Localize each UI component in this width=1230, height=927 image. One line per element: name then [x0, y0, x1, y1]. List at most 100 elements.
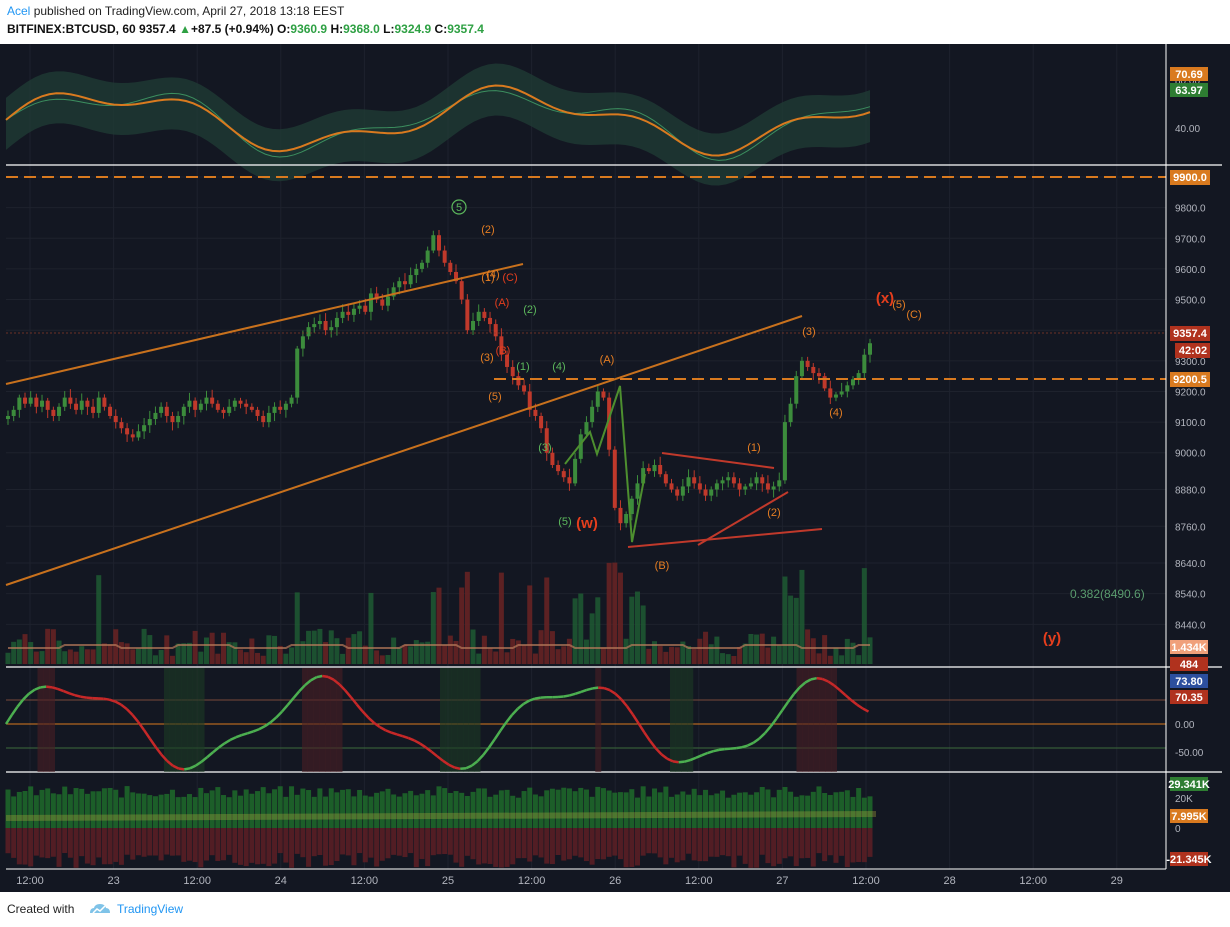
- osc-segment: [625, 705, 634, 716]
- triangle-lower-line[interactable]: [627, 528, 823, 548]
- candle-body: [249, 406, 254, 410]
- price-tick-label: 9800.0: [1175, 204, 1206, 215]
- hist-bar-positive: [198, 787, 204, 828]
- volume-bar: [107, 644, 113, 664]
- volume-bar: [323, 642, 329, 664]
- hist-bar-negative: [481, 828, 487, 864]
- hist-bar-positive: [362, 795, 368, 828]
- osc-segment: [206, 751, 214, 759]
- volume-bar: [663, 651, 669, 664]
- time-tick-label: 26: [609, 875, 621, 887]
- hist-bar-positive: [510, 795, 516, 828]
- hist-bar-negative: [793, 828, 799, 867]
- hist-bar-negative: [33, 828, 39, 856]
- candle-body: [578, 434, 583, 459]
- time-tick-label: 25: [442, 875, 454, 887]
- candle-body: [850, 379, 855, 386]
- candle-body: [748, 483, 753, 487]
- wave-zigzag[interactable]: [564, 385, 646, 543]
- candle-body: [539, 415, 544, 429]
- wave-label: (1): [747, 442, 760, 454]
- hist-bar-positive: [28, 786, 34, 828]
- volume-bar: [549, 631, 555, 664]
- candle-body: [68, 397, 73, 404]
- hist-bar-negative: [16, 828, 22, 865]
- hist-bar-positive: [629, 789, 635, 828]
- trendline-upper[interactable]: [5, 263, 524, 385]
- osc-shade: [474, 668, 481, 772]
- author-link[interactable]: Acel: [7, 4, 31, 18]
- candle-body: [45, 400, 50, 410]
- triangle-inner-line[interactable]: [697, 491, 789, 546]
- volume-bar: [771, 636, 777, 664]
- volume-bar: [203, 637, 209, 664]
- open-label: O:: [277, 22, 291, 36]
- candle-body: [289, 397, 294, 404]
- candle-body: [697, 483, 702, 490]
- wave-label-circle: [451, 199, 467, 215]
- osc-shade: [670, 668, 676, 772]
- candle-body: [465, 299, 470, 331]
- hist-bar-negative: [612, 828, 618, 856]
- hist-bar-negative: [101, 828, 107, 865]
- candle-body: [255, 409, 260, 416]
- hist-bar-negative: [771, 828, 777, 867]
- hist-bar-positive: [158, 794, 164, 828]
- hist-bar-positive: [113, 789, 119, 828]
- osc-segment: [528, 697, 536, 702]
- hist-bar-positive: [357, 789, 363, 828]
- volume-bar: [776, 645, 782, 664]
- volume-bar: [209, 632, 215, 664]
- osc-segment: [327, 675, 335, 681]
- hist-tick-label: 0: [1175, 824, 1181, 835]
- triangle-upper-line[interactable]: [661, 452, 775, 469]
- osc-segment: [218, 742, 226, 749]
- volume-bar: [822, 635, 828, 664]
- candle-body: [437, 235, 441, 251]
- candle-body: [147, 419, 152, 426]
- osc-shade: [192, 668, 199, 772]
- volume-bar: [277, 645, 283, 664]
- osc-segment: [184, 767, 191, 771]
- hist-bar-positive: [186, 794, 192, 828]
- candle-body: [198, 403, 203, 410]
- candle-body: [782, 422, 787, 481]
- osc-segment: [454, 766, 461, 771]
- osc-segment: [684, 758, 691, 763]
- volume-bar: [238, 649, 244, 664]
- volume-bar: [765, 647, 771, 664]
- oscillator-panel: [4, 668, 1166, 772]
- volume-bar: [606, 562, 612, 664]
- hist-bar-positive: [487, 796, 493, 828]
- osc-segment: [442, 759, 450, 766]
- trendline-lower[interactable]: [5, 315, 803, 586]
- time-tick-label: 12:00: [685, 875, 713, 887]
- hist-bar-negative: [521, 828, 527, 859]
- candle-body: [811, 366, 816, 374]
- hist-bar-negative: [67, 828, 73, 858]
- hist-bar-positive: [856, 788, 862, 828]
- volume-bar: [402, 644, 408, 664]
- candle-body: [556, 465, 561, 472]
- hist-bar-negative: [368, 828, 374, 858]
- axis-label-9900: 9900.0: [1170, 170, 1210, 185]
- candle-body: [646, 468, 651, 472]
- candle-body: [641, 468, 646, 484]
- price-tick-label: 8640.0: [1175, 559, 1206, 570]
- hist-bar-positive: [793, 796, 799, 828]
- hist-bar-negative: [447, 828, 453, 855]
- hist-bar-positive: [101, 788, 107, 828]
- price-tick-label: 9700.0: [1175, 234, 1206, 245]
- osc-segment: [487, 738, 496, 749]
- candle-body: [839, 391, 844, 395]
- time-axis[interactable]: 12:00 23 12:00 24 12:00 25 12:00 26 12:00 27 12:00…: [16, 875, 1123, 887]
- tradingview-link[interactable]: TradingView: [117, 902, 184, 916]
- hist-bar-negative: [867, 828, 873, 857]
- osc-segment: [592, 686, 599, 690]
- price-chart[interactable]: 5(2)(4) (C)(1)(A)(2)(3)(B)(1) (4)(5)(A)(3)…: [0, 44, 1230, 892]
- osc-segment: [304, 679, 312, 687]
- hist-bar-negative: [453, 828, 459, 863]
- candle-body: [125, 428, 130, 435]
- volume-bar: [646, 648, 652, 664]
- time-tick-label: 29: [1111, 875, 1123, 887]
